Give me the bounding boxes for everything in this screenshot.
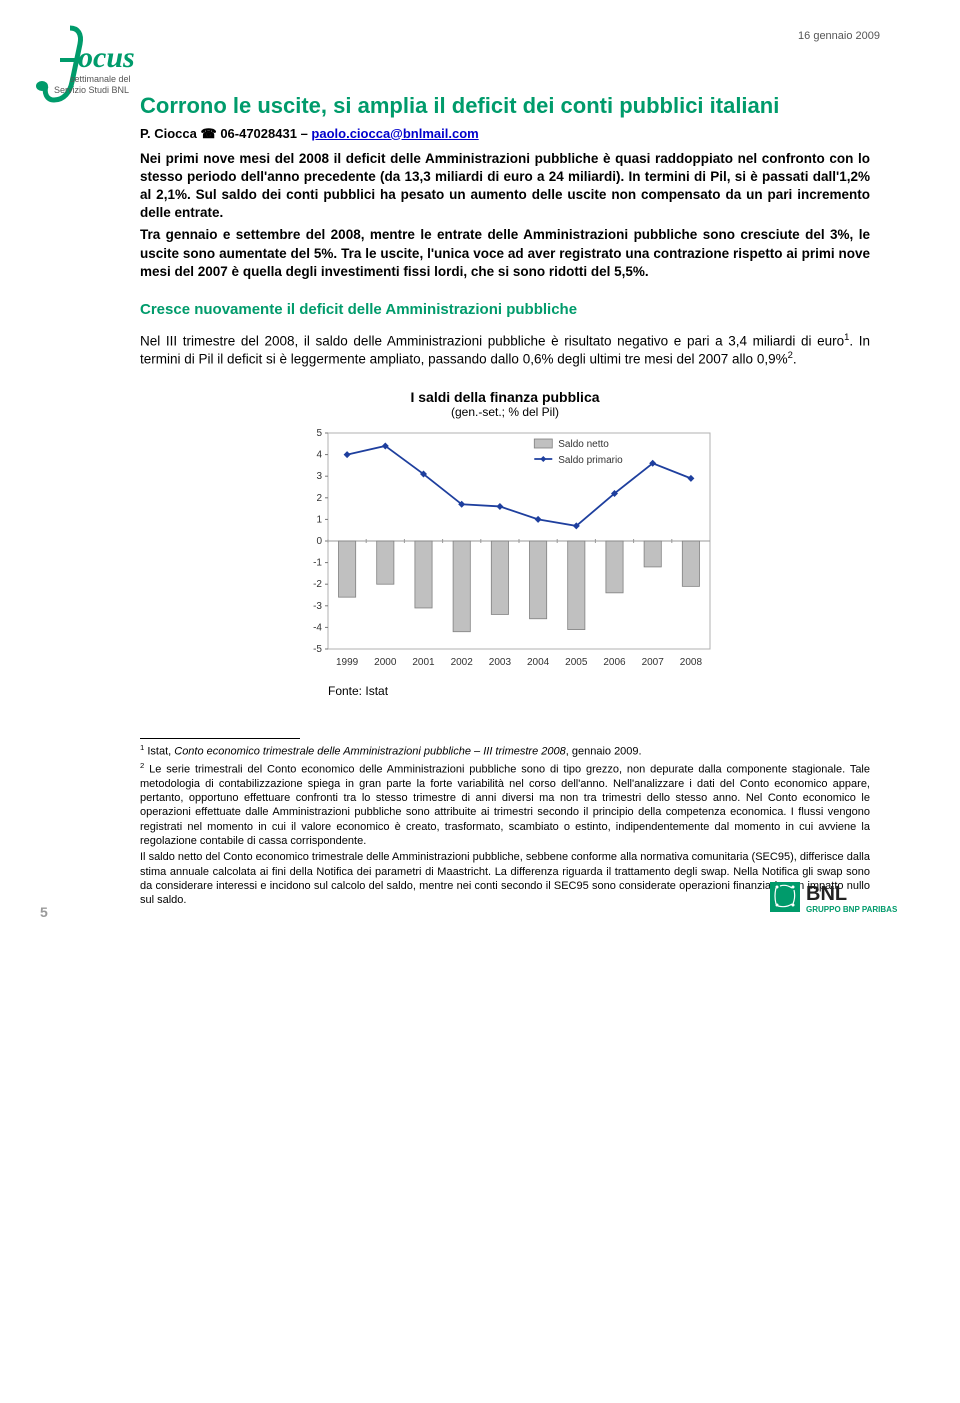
footnote-1: 1 Istat, Conto economico trimestrale del… xyxy=(140,743,870,759)
author-name: P. Ciocca xyxy=(140,126,197,141)
footnote-separator xyxy=(140,738,300,739)
phone-icon: ☎ xyxy=(200,126,216,141)
footnote-2b: Il saldo netto del Conto economico trime… xyxy=(140,850,870,907)
body-text-c: . xyxy=(793,352,797,367)
svg-text:2008: 2008 xyxy=(680,657,703,668)
svg-text:1999: 1999 xyxy=(336,657,359,668)
svg-text:settimanale del: settimanale del xyxy=(70,74,131,84)
focus-logo: ocus settimanale del Servizio Studi BNL xyxy=(30,20,160,120)
content-area: Corrono le uscite, si amplia il deficit … xyxy=(140,92,870,908)
svg-text:4: 4 xyxy=(316,450,322,461)
svg-text:BNL: BNL xyxy=(806,883,847,905)
svg-text:2002: 2002 xyxy=(451,657,474,668)
author-sep: – xyxy=(297,126,311,141)
svg-text:-4: -4 xyxy=(313,622,322,633)
svg-text:2006: 2006 xyxy=(603,657,626,668)
chart-subtitle: (gen.-set.; % del Pil) xyxy=(290,405,720,419)
svg-text:0: 0 xyxy=(316,536,322,547)
svg-text:Saldo netto: Saldo netto xyxy=(558,439,609,450)
svg-text:Saldo primario: Saldo primario xyxy=(558,455,623,466)
chart-title: I saldi della finanza pubblica xyxy=(290,389,720,405)
section-heading: Cresce nuovamente il deficit delle Ammin… xyxy=(140,301,870,318)
svg-text:-3: -3 xyxy=(313,601,322,612)
svg-text:2003: 2003 xyxy=(489,657,512,668)
article-title: Corrono le uscite, si amplia il deficit … xyxy=(140,92,870,120)
abstract: Nei primi nove mesi del 2008 il deficit … xyxy=(140,150,870,282)
abstract-p2: Tra gennaio e settembre del 2008, mentre… xyxy=(140,226,870,281)
author-line: P. Ciocca ☎ 06-47028431 – paolo.ciocca@b… xyxy=(140,126,870,142)
finance-chart: -5 -4 -3 -2 -1 0 1 2 3 4 5 1999 2000 2001 2002 2003 2004… xyxy=(290,423,720,673)
svg-text:2000: 2000 xyxy=(374,657,397,668)
svg-text:2007: 2007 xyxy=(642,657,665,668)
footnotes: 1 Istat, Conto economico trimestrale del… xyxy=(140,743,870,908)
logo-word: ocus xyxy=(78,41,135,74)
svg-text:1: 1 xyxy=(316,514,322,525)
bnl-logo: BNL GRUPPO BNP PARIBAS xyxy=(770,880,920,925)
svg-text:-2: -2 xyxy=(313,579,322,590)
svg-text:3: 3 xyxy=(316,471,322,482)
author-phone: 06-47028431 xyxy=(220,126,297,141)
page: ocus settimanale del Servizio Studi BNL … xyxy=(0,0,960,940)
abstract-p1: Nei primi nove mesi del 2008 il deficit … xyxy=(140,150,870,223)
svg-text:GRUPPO BNP PARIBAS: GRUPPO BNP PARIBAS xyxy=(806,905,898,914)
svg-text:Servizio Studi BNL: Servizio Studi BNL xyxy=(54,85,129,95)
footnote-2: 2 Le serie trimestrali del Conto economi… xyxy=(140,761,870,848)
chart-source: Fonte: Istat xyxy=(328,684,720,698)
svg-text:-1: -1 xyxy=(313,558,322,569)
chart-block: I saldi della finanza pubblica (gen.-set… xyxy=(290,389,720,698)
svg-text:2004: 2004 xyxy=(527,657,550,668)
svg-text:2: 2 xyxy=(316,493,322,504)
author-email[interactable]: paolo.ciocca@bnlmail.com xyxy=(311,126,478,141)
svg-text:5: 5 xyxy=(316,428,322,439)
svg-text:-5: -5 xyxy=(313,644,322,655)
body-text-a: Nel III trimestre del 2008, il saldo del… xyxy=(140,333,844,348)
date: 16 gennaio 2009 xyxy=(80,30,880,42)
svg-text:2001: 2001 xyxy=(412,657,435,668)
svg-text:2005: 2005 xyxy=(565,657,588,668)
body-paragraph: Nel III trimestre del 2008, il saldo del… xyxy=(140,332,870,369)
page-number: 5 xyxy=(40,904,48,920)
